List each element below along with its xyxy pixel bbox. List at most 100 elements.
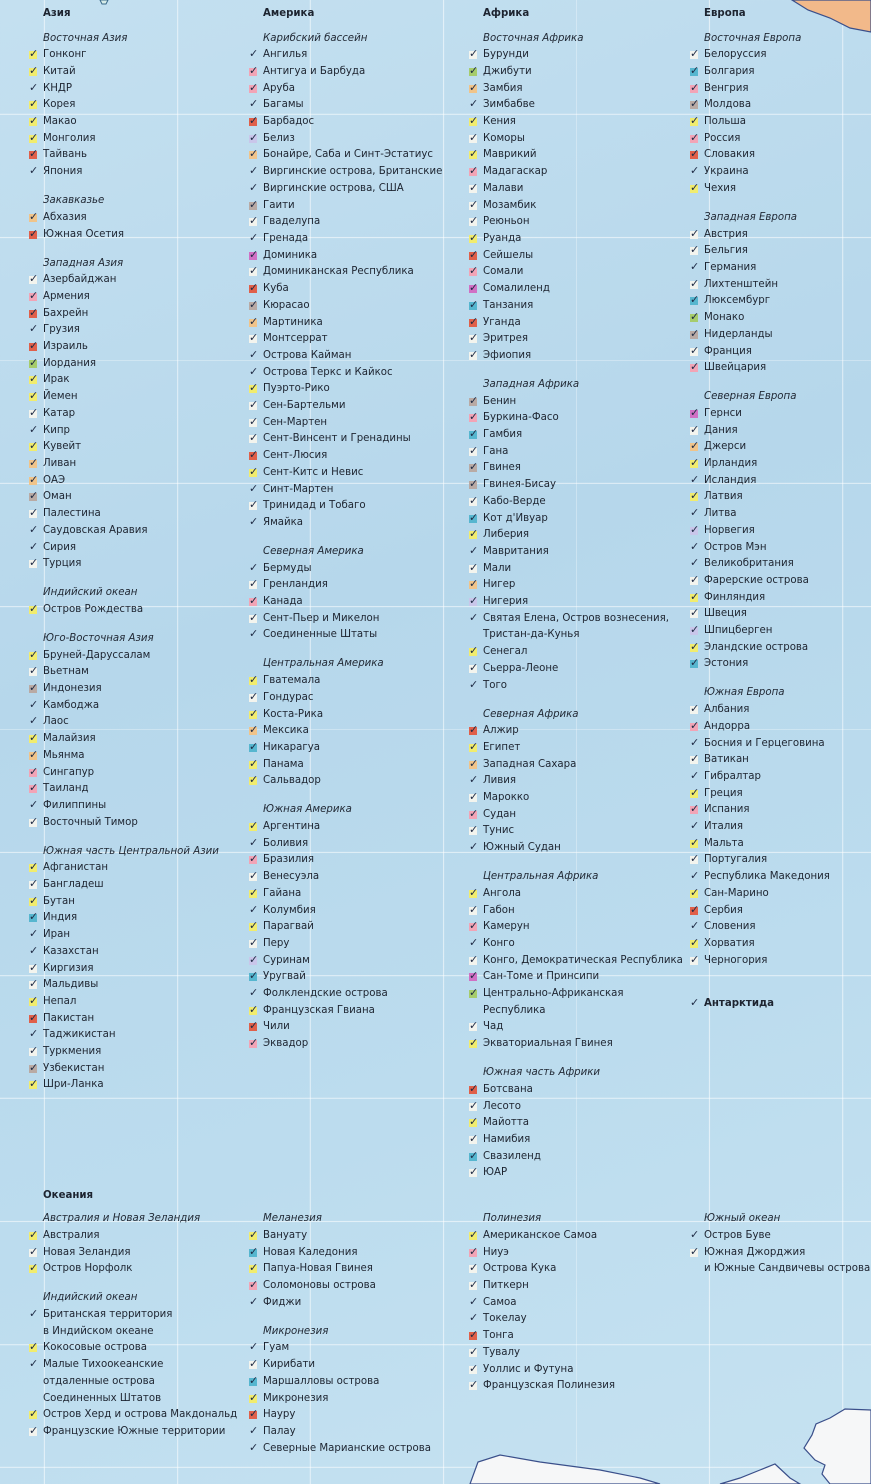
checkbox[interactable]: ✓ <box>469 1082 478 1095</box>
list-item[interactable]: ✓ Хорватия <box>689 936 871 953</box>
list-item[interactable]: ✓ Французская Полинезия <box>468 1378 683 1395</box>
checkbox[interactable]: ✓ <box>690 1228 699 1241</box>
list-item[interactable]: ✓ Бермуды <box>248 561 463 578</box>
checkbox[interactable]: ✓ <box>29 389 38 402</box>
checkbox[interactable]: ✓ <box>469 315 478 328</box>
list-item[interactable]: ✓ Турция <box>28 556 243 573</box>
list-item[interactable]: ✓ Соединенные Штаты <box>248 627 463 644</box>
list-item[interactable]: ✓ Черногория <box>689 953 871 970</box>
checkbox[interactable]: ✓ <box>249 1407 258 1420</box>
checkbox[interactable]: ✓ <box>690 260 699 273</box>
checkbox[interactable]: ✓ <box>469 1311 478 1324</box>
list-item[interactable]: ✓ Либерия <box>468 527 683 544</box>
checkbox[interactable]: ✓ <box>249 690 258 703</box>
checkbox[interactable]: ✓ <box>690 310 699 323</box>
list-item[interactable]: ✓ ОАЭ <box>28 473 243 490</box>
list-item[interactable]: ✓ Гондурас <box>248 690 463 707</box>
checkbox[interactable]: ✓ <box>469 1278 478 1291</box>
checkbox[interactable]: ✓ <box>469 147 478 160</box>
checkbox[interactable]: ✓ <box>469 81 478 94</box>
list-item[interactable]: ✓ Остров Рождества <box>28 602 243 619</box>
list-item[interactable]: ✓ Ирак <box>28 372 243 389</box>
list-item[interactable]: ✓ Тринидад и Тобаго <box>248 498 463 515</box>
list-item[interactable]: ✓ Норвегия <box>689 523 871 540</box>
checkbox[interactable]: ✓ <box>690 473 699 486</box>
checkbox[interactable]: ✓ <box>690 489 699 502</box>
list-item[interactable]: ✓ Ливан <box>28 456 243 473</box>
checkbox[interactable]: ✓ <box>469 986 478 999</box>
checkbox[interactable]: ✓ <box>29 961 38 974</box>
list-item[interactable]: ✓ Кувейт <box>28 439 243 456</box>
checkbox[interactable]: ✓ <box>249 214 258 227</box>
checkbox[interactable]: ✓ <box>690 131 699 144</box>
checkbox[interactable]: ✓ <box>29 731 38 744</box>
checkbox[interactable]: ✓ <box>249 1424 258 1437</box>
list-item[interactable]: ✓ Сирия <box>28 540 243 557</box>
checkbox[interactable]: ✓ <box>690 736 699 749</box>
list-item[interactable]: ✓ Антигуа и Барбуда <box>248 64 463 81</box>
checkbox[interactable]: ✓ <box>29 506 38 519</box>
checkbox[interactable]: ✓ <box>249 1228 258 1241</box>
list-item[interactable]: ✓ Пакистан <box>28 1011 243 1028</box>
checkbox[interactable]: ✓ <box>690 769 699 782</box>
checkbox[interactable]: ✓ <box>29 1061 38 1074</box>
checkbox[interactable]: ✓ <box>29 714 38 727</box>
list-item[interactable]: ✓ Шпицберген <box>689 623 871 640</box>
list-item[interactable]: ✓ Антарктида <box>689 996 871 1013</box>
checkbox[interactable]: ✓ <box>249 81 258 94</box>
checkbox[interactable]: ✓ <box>469 231 478 244</box>
checkbox[interactable]: ✓ <box>29 748 38 761</box>
checkbox[interactable]: ✓ <box>469 1036 478 1049</box>
list-item[interactable]: ✓ Гибралтар <box>689 769 871 786</box>
checkbox[interactable]: ✓ <box>469 678 478 691</box>
checkbox[interactable]: ✓ <box>29 456 38 469</box>
list-item[interactable]: ✓ Центрально-Африканская Республика <box>468 986 683 1019</box>
list-item[interactable]: ✓ Реюньон <box>468 214 683 231</box>
list-item[interactable]: ✓ Доминика <box>248 248 463 265</box>
list-item[interactable]: ✓ Португалия <box>689 852 871 869</box>
checkbox[interactable]: ✓ <box>690 702 699 715</box>
list-item[interactable]: ✓ Белиз <box>248 131 463 148</box>
list-item[interactable]: ✓ Остров Буве <box>689 1228 871 1245</box>
checkbox[interactable]: ✓ <box>690 327 699 340</box>
checkbox[interactable]: ✓ <box>469 773 478 786</box>
checkbox[interactable]: ✓ <box>469 577 478 590</box>
list-item[interactable]: ✓ Питкерн <box>468 1278 683 1295</box>
list-item[interactable]: ✓ Гватемала <box>248 673 463 690</box>
list-item[interactable]: ✓ Судан <box>468 807 683 824</box>
checkbox[interactable]: ✓ <box>249 819 258 832</box>
checkbox[interactable]: ✓ <box>29 473 38 486</box>
checkbox[interactable]: ✓ <box>469 331 478 344</box>
checkbox[interactable]: ✓ <box>249 561 258 574</box>
checkbox[interactable]: ✓ <box>690 556 699 569</box>
checkbox[interactable]: ✓ <box>249 1340 258 1353</box>
list-item[interactable]: ✓ Босния и Герцеговина <box>689 736 871 753</box>
checkbox[interactable]: ✓ <box>29 765 38 778</box>
list-item[interactable]: ✓ Сен-Бартельми <box>248 398 463 415</box>
checkbox[interactable]: ✓ <box>249 707 258 720</box>
list-item[interactable]: ✓ Эритрея <box>468 331 683 348</box>
list-item[interactable]: ✓ Ватикан <box>689 752 871 769</box>
checkbox[interactable]: ✓ <box>469 903 478 916</box>
list-item[interactable]: ✓ Венесуэла <box>248 869 463 886</box>
checkbox[interactable]: ✓ <box>469 1019 478 1032</box>
checkbox[interactable]: ✓ <box>249 97 258 110</box>
list-item[interactable]: ✓ Мозамбик <box>468 198 683 215</box>
list-item[interactable]: ✓ Тайвань <box>28 147 243 164</box>
checkbox[interactable]: ✓ <box>29 227 38 240</box>
checkbox[interactable]: ✓ <box>690 277 699 290</box>
list-item[interactable]: ✓ Эквадор <box>248 1036 463 1053</box>
list-item[interactable]: ✓ Египет <box>468 740 683 757</box>
checkbox[interactable]: ✓ <box>249 886 258 899</box>
checkbox[interactable]: ✓ <box>29 1357 38 1370</box>
checkbox[interactable]: ✓ <box>469 594 478 607</box>
checkbox[interactable]: ✓ <box>469 723 478 736</box>
checkbox[interactable]: ✓ <box>249 953 258 966</box>
checkbox[interactable]: ✓ <box>469 511 478 524</box>
checkbox[interactable]: ✓ <box>249 903 258 916</box>
list-item[interactable]: ✓ Болгария <box>689 64 871 81</box>
checkbox[interactable]: ✓ <box>690 919 699 932</box>
list-item[interactable]: ✓ Афганистан <box>28 860 243 877</box>
list-item[interactable]: ✓ Словения <box>689 919 871 936</box>
list-item[interactable]: ✓ Гвинея <box>468 460 683 477</box>
